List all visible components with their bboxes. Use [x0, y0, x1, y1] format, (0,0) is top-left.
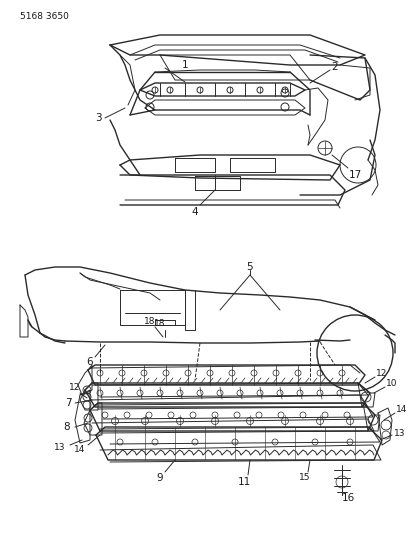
Text: 12: 12 [375, 368, 387, 377]
Text: 16: 16 [341, 493, 354, 503]
Text: 6: 6 [86, 357, 93, 367]
Text: 8: 8 [63, 422, 70, 432]
Text: 5168 3650: 5168 3650 [20, 12, 69, 21]
Text: 13: 13 [393, 429, 405, 438]
Text: 17: 17 [348, 170, 361, 180]
Text: 14: 14 [74, 446, 85, 455]
Text: 15: 15 [299, 473, 310, 482]
Text: 13: 13 [54, 443, 65, 453]
Text: 1: 1 [181, 60, 188, 70]
Text: 12: 12 [69, 384, 81, 392]
Text: 2: 2 [331, 62, 337, 72]
Text: 5: 5 [246, 262, 253, 272]
Text: 4: 4 [191, 207, 198, 217]
Text: 11: 11 [237, 477, 250, 487]
Text: 18: 18 [154, 319, 165, 327]
Text: 9: 9 [156, 473, 163, 483]
Text: 18: 18 [144, 317, 155, 326]
Text: 3: 3 [94, 113, 101, 123]
Text: 10: 10 [385, 378, 397, 387]
Text: 14: 14 [396, 406, 407, 415]
Text: 7: 7 [65, 398, 71, 408]
